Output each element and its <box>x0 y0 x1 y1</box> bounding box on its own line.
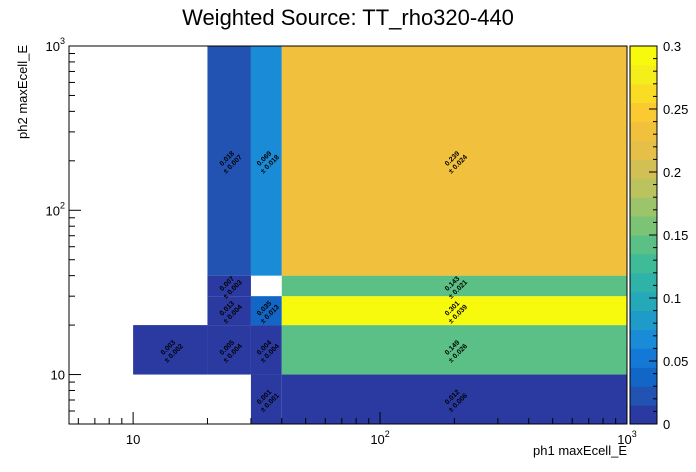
x-tick-label: 10 <box>126 432 140 447</box>
colorbar-segment <box>630 386 657 406</box>
heatmap-cell <box>281 374 627 424</box>
colorbar-segment <box>630 159 657 179</box>
heatmap-cell <box>207 325 251 375</box>
x-tick-label: 102 <box>370 429 389 447</box>
colorbar-segment <box>630 272 657 293</box>
colorbar-tick-label: 0.25 <box>663 102 688 117</box>
heatmap-cell <box>250 374 282 424</box>
plot-frame <box>68 45 628 425</box>
heatmap-cell <box>250 46 282 276</box>
colorbar-segment <box>630 121 657 141</box>
x-axis-ticks: 10 102 103 <box>77 412 637 447</box>
colorbar-segment <box>630 102 657 123</box>
colorbar-segment <box>630 405 657 425</box>
heatmap-cell <box>250 325 282 375</box>
chart-title: Weighted Source: TT_rho320-440 <box>182 5 514 30</box>
x-axis-label: ph1 maxEcell_E <box>533 443 627 458</box>
colorbar-tick-label: 0.2 <box>663 165 681 180</box>
colorbar: 0 0.05 0.1 0.15 0.2 0.25 0.3 <box>629 39 688 432</box>
heatmap-cells <box>133 46 627 424</box>
colorbar-segment <box>630 46 657 66</box>
colorbar-tick-label: 0.1 <box>663 291 681 306</box>
colorbar-segment <box>630 367 657 387</box>
colorbar-segment <box>630 310 657 330</box>
colorbar-segment <box>630 253 657 274</box>
heatmap-cell <box>281 296 627 326</box>
heatmap-cell <box>281 275 627 297</box>
colorbar-segment <box>630 216 657 236</box>
y-axis-label: ph2 maxEcell_E <box>15 45 30 139</box>
y-tick-label: 10 <box>51 368 65 383</box>
heatmap-cell <box>281 325 627 375</box>
colorbar-segment <box>630 291 657 312</box>
colorbar-segment <box>630 83 657 104</box>
colorbar-segment <box>630 178 657 198</box>
colorbar-segment <box>630 140 657 160</box>
colorbar-segment <box>630 235 657 255</box>
heatmap-cell <box>207 296 251 326</box>
colorbar-segment <box>630 64 657 85</box>
heatmap-cell <box>281 46 627 276</box>
cell-labels: 0.003± 0.002 0.005± 0.004 0.004± 0.004 0.14… <box>160 150 469 414</box>
colorbar-segment <box>630 348 657 368</box>
heatmap-cell <box>207 46 251 276</box>
colorbar-tick-label: 0.05 <box>663 354 688 369</box>
heatmap-cell <box>207 275 251 297</box>
colorbar-segment <box>630 197 657 217</box>
y-tick-label: 103 <box>46 36 65 54</box>
y-tick-label: 102 <box>46 200 65 218</box>
colorbar-tick-label: 0.15 <box>663 228 688 243</box>
colorbar-tick-label: 0.3 <box>663 39 681 54</box>
y-axis-ticks: 10 102 103 <box>46 36 81 425</box>
colorbar-segment <box>630 329 657 349</box>
x-tick-label: 103 <box>617 429 636 447</box>
colorbar-tick-label: 0 <box>663 417 670 432</box>
heatmap-cell <box>133 325 208 375</box>
heatmap-cell <box>250 296 282 326</box>
